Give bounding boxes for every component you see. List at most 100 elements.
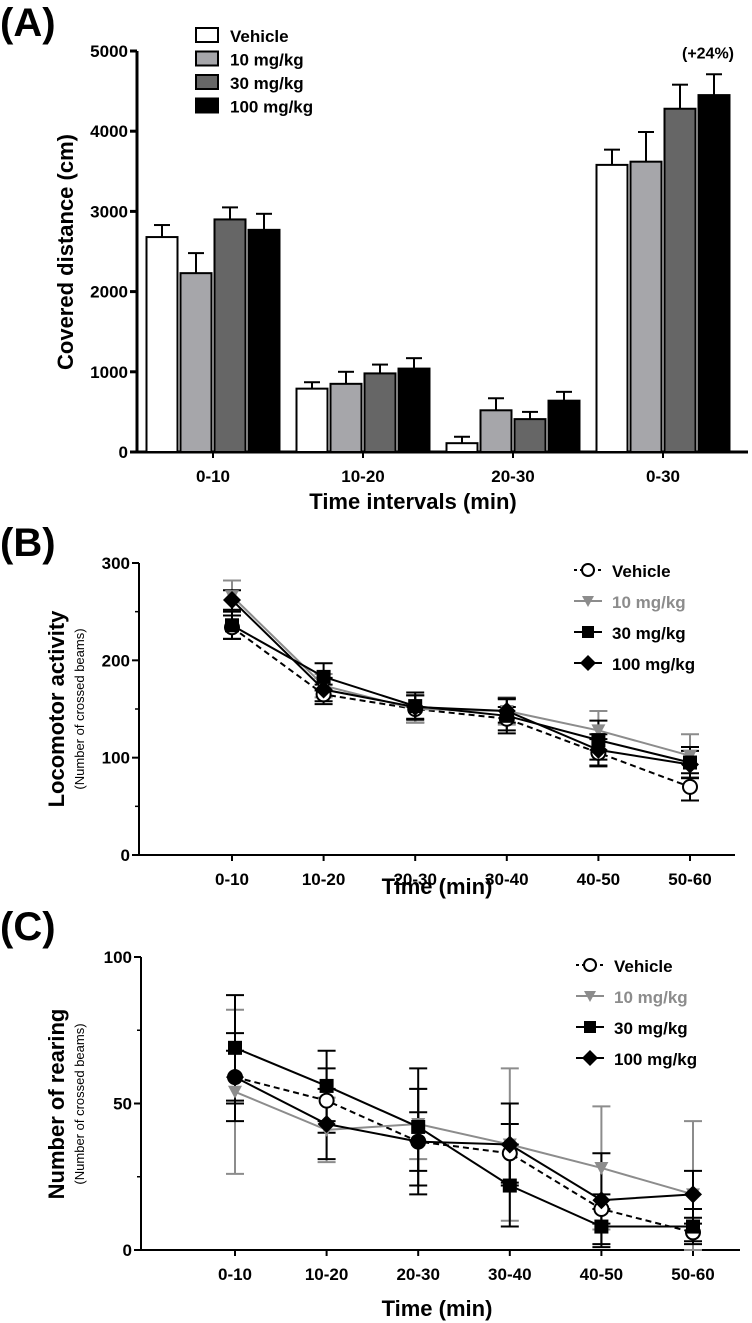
legend-label-vehicle: Vehicle xyxy=(614,957,673,976)
annotation-percent: (+24%) xyxy=(682,45,734,62)
marker-30-mg-kg-50-60 xyxy=(686,1219,700,1234)
series-line-vehicle xyxy=(231,626,691,788)
legend-label-10-mg-kg: 10 mg/kg xyxy=(230,51,304,70)
legend-label-100-mg-kg: 100 mg/kg xyxy=(614,1050,697,1069)
legend-marker-100-mg-kg xyxy=(580,655,596,671)
marker-100-mg-kg-50-60 xyxy=(681,755,699,774)
y-axis-subtitle-c: (Number of crossed beams) xyxy=(72,1023,87,1184)
y-tick-label-b: 300 xyxy=(102,554,130,573)
panel-label-b: (B) xyxy=(0,521,56,565)
x-tick-label-50-60: 50-60 xyxy=(671,1265,714,1284)
marker-vehicle-10-20 xyxy=(318,1092,335,1109)
legend-label-vehicle: Vehicle xyxy=(230,27,289,46)
legend-marker-10-mg-kg xyxy=(584,991,596,1002)
panel-a: (A) Covered distance (cm) Time intervals… xyxy=(0,1,748,514)
series-line-100-mg-kg xyxy=(234,1076,694,1202)
y-tick-label-b: 100 xyxy=(102,749,130,768)
bar-vehicle-10-20 xyxy=(295,387,329,453)
marker-100-mg-kg-50-60 xyxy=(684,1185,702,1204)
legend-marker-vehicle xyxy=(583,958,597,972)
bar-100-mg-kg-0-10 xyxy=(247,228,281,453)
x-axis-title-b: Time (min) xyxy=(382,874,493,899)
bar-10-mg-kg-0-30 xyxy=(629,160,663,453)
panel-label-a: (A) xyxy=(0,1,56,45)
bar-10-mg-kg-0-10 xyxy=(179,272,213,453)
bar-vehicle-0-10 xyxy=(145,236,179,453)
bar-30-mg-kg-0-30 xyxy=(663,107,697,454)
bar-vehicle-20-30 xyxy=(445,442,479,454)
bar-100-mg-kg-0-30 xyxy=(697,94,731,454)
marker-30-mg-kg-40-50 xyxy=(591,733,606,748)
y-tick-label-a: 3000 xyxy=(90,202,128,221)
marker-vehicle-50-60 xyxy=(682,778,698,795)
marker-30-mg-kg-0-10 xyxy=(225,618,239,633)
y-tick-label-b: 200 xyxy=(102,651,130,670)
legend-label-30-mg-kg: 30 mg/kg xyxy=(614,1019,688,1038)
bar-vehicle-0-30 xyxy=(595,163,629,453)
x-axis-title-a: Time intervals (min) xyxy=(309,489,516,514)
marker-10-mg-kg-40-50 xyxy=(591,724,606,738)
marker-30-mg-kg-0-10 xyxy=(228,1040,242,1055)
x-tick-label-10-20: 10-20 xyxy=(302,870,345,889)
y-tick-label-b: 0 xyxy=(121,846,130,865)
panel-b: (B) Locomotor activity (Number of crosse… xyxy=(0,521,735,899)
x-tick-label-20-30: 20-30 xyxy=(393,870,436,889)
panel-c: (C) Number of rearing (Number of crossed… xyxy=(0,905,740,1321)
series-line-30-mg-kg xyxy=(234,1046,693,1228)
marker-30-mg-kg-30-40 xyxy=(502,1178,517,1193)
y-tick-label-a: 4000 xyxy=(90,122,128,141)
legend-swatch-10-mg-kg xyxy=(195,50,219,67)
x-tick-label-20-30: 20-30 xyxy=(491,467,534,486)
y-axis-title-c: Number of rearing xyxy=(44,1009,69,1200)
marker-100-mg-kg-0-10 xyxy=(223,590,241,609)
bar-30-mg-kg-20-30 xyxy=(513,418,547,454)
marker-100-mg-kg-30-40 xyxy=(500,1135,519,1154)
y-tick-label-a: 1000 xyxy=(90,363,128,382)
marker-100-mg-kg-10-20 xyxy=(314,680,333,699)
marker-100-mg-kg-20-30 xyxy=(409,1132,428,1151)
y-axis-title-b: Locomotor activity xyxy=(44,610,69,808)
y-axis-title-a: Covered distance (cm) xyxy=(53,134,78,370)
marker-30-mg-kg-10-20 xyxy=(319,1078,334,1093)
legend-label-100-mg-kg: 100 mg/kg xyxy=(612,655,695,674)
series-line-100-mg-kg xyxy=(231,599,691,766)
bar-10-mg-kg-20-30 xyxy=(479,409,513,453)
series-line-10-mg-kg xyxy=(231,595,691,757)
x-tick-label-20-30: 20-30 xyxy=(396,1265,439,1284)
marker-30-mg-kg-40-50 xyxy=(594,1219,609,1234)
x-tick-label-10-20: 10-20 xyxy=(341,467,384,486)
x-tick-label-0-10: 0-10 xyxy=(215,870,249,889)
legend-marker-10-mg-kg xyxy=(582,596,594,607)
bar-30-mg-kg-0-10 xyxy=(213,218,247,453)
x-tick-label-0-10: 0-10 xyxy=(196,467,230,486)
marker-100-mg-kg-20-30 xyxy=(406,698,425,717)
y-tick-label-c: 0 xyxy=(123,1241,132,1260)
y-tick-label-a: 2000 xyxy=(90,283,128,302)
series-line-10-mg-kg xyxy=(234,1090,694,1196)
marker-30-mg-kg-10-20 xyxy=(316,669,331,684)
x-tick-label-10-20: 10-20 xyxy=(305,1265,348,1284)
marker-10-mg-kg-40-50 xyxy=(594,1161,609,1175)
marker-10-mg-kg-0-10 xyxy=(228,1085,242,1099)
legend-label-30-mg-kg: 30 mg/kg xyxy=(612,624,686,643)
x-axis-title-c: Time (min) xyxy=(382,1296,493,1321)
bar-10-mg-kg-10-20 xyxy=(329,382,363,453)
marker-100-mg-kg-0-10 xyxy=(226,1068,244,1087)
bar-100-mg-kg-10-20 xyxy=(397,367,431,454)
legend-label-vehicle: Vehicle xyxy=(612,562,671,581)
legend-swatch-vehicle xyxy=(195,27,219,43)
x-tick-label-0-30: 0-30 xyxy=(646,467,680,486)
legend-label-10-mg-kg: 10 mg/kg xyxy=(614,988,688,1007)
marker-100-mg-kg-40-50 xyxy=(592,1191,611,1210)
panel-label-c: (C) xyxy=(0,905,56,949)
legend-label-100-mg-kg: 100 mg/kg xyxy=(230,98,313,117)
y-tick-label-c: 50 xyxy=(113,1095,132,1114)
x-tick-label-40-50: 40-50 xyxy=(580,1265,623,1284)
series-line-30-mg-kg xyxy=(231,624,691,764)
y-tick-label-a: 0 xyxy=(119,443,128,462)
bar-100-mg-kg-20-30 xyxy=(547,399,581,453)
y-tick-label-c: 100 xyxy=(104,948,132,967)
marker-100-mg-kg-30-40 xyxy=(497,701,516,720)
legend-marker-100-mg-kg xyxy=(582,1050,598,1066)
x-tick-label-50-60: 50-60 xyxy=(668,870,711,889)
